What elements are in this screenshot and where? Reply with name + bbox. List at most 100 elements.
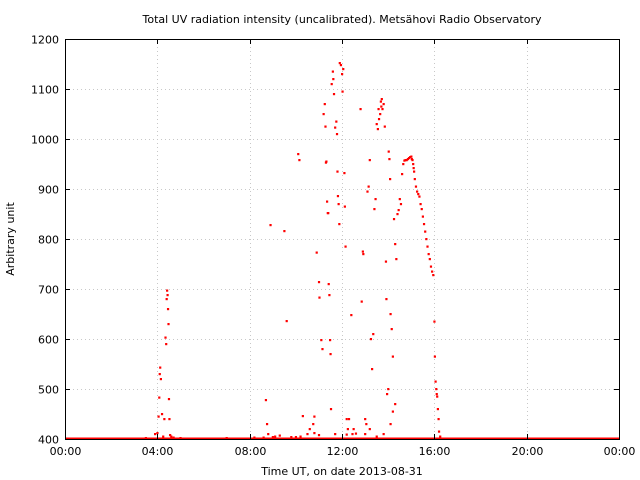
data-point (351, 433, 354, 436)
data-point (387, 388, 390, 391)
data-point (409, 156, 412, 159)
data-point (437, 430, 441, 433)
data-point (342, 68, 345, 71)
data-point (422, 223, 426, 226)
data-point (431, 270, 434, 273)
data-point (157, 415, 160, 418)
data-point (350, 314, 353, 317)
data-point (168, 418, 171, 421)
data-point (377, 108, 380, 111)
data-point (338, 223, 341, 226)
data-point (299, 435, 302, 438)
y-tick-label: 700 (38, 284, 59, 297)
data-point (402, 163, 405, 166)
data-point (373, 208, 376, 211)
data-point (362, 253, 365, 256)
y-tick-label: 800 (38, 234, 59, 247)
data-point (170, 435, 173, 438)
data-point (344, 245, 347, 248)
data-point (432, 274, 435, 277)
data-point (411, 159, 414, 162)
data-point (419, 203, 422, 206)
data-point (330, 83, 333, 86)
data-point (382, 433, 385, 436)
data-point (435, 388, 438, 391)
y-tick-label: 900 (38, 184, 59, 197)
data-point (376, 128, 379, 131)
data-point (317, 281, 321, 284)
data-point (420, 208, 423, 211)
data-point (427, 253, 430, 256)
data-point (343, 205, 346, 208)
data-point (367, 185, 370, 188)
x-axis-label: Time UT, on date 2013-08-31 (260, 465, 423, 478)
data-point (308, 428, 311, 431)
data-point (360, 300, 363, 303)
data-point (416, 190, 419, 193)
data-point (317, 434, 321, 437)
data-point (433, 355, 436, 358)
data-point (404, 159, 407, 162)
data-point (456, 437, 459, 440)
data-point (313, 432, 316, 435)
data-point (437, 418, 440, 421)
data-point (274, 435, 277, 438)
data-point (407, 157, 411, 160)
data-point (269, 224, 272, 227)
data-point (267, 433, 270, 436)
data-point (253, 436, 256, 439)
data-point (294, 436, 298, 439)
data-point (379, 113, 382, 116)
data-point (290, 436, 293, 439)
data-point (394, 243, 397, 246)
data-point (346, 428, 349, 431)
data-point (156, 432, 159, 435)
data-point (364, 418, 367, 421)
data-point (334, 433, 337, 436)
data-point (352, 428, 355, 431)
data-point (369, 338, 373, 341)
x-tick-label: 00:00 (50, 445, 82, 458)
y-axis: 400 500 600 700 800 900 1000 1100 1200 (31, 34, 619, 447)
data-point (335, 133, 339, 136)
data-point (413, 170, 416, 173)
data-point (322, 113, 325, 116)
data-point (306, 433, 309, 436)
x-tick-label: 20:00 (512, 445, 544, 458)
data-point (364, 433, 367, 436)
data-point (144, 437, 147, 440)
data-point (434, 380, 437, 383)
chart-title: Total UV radiation intensity (uncalibrat… (142, 13, 542, 26)
data-point (329, 408, 333, 411)
data-point (436, 395, 439, 398)
y-tick-label: 600 (38, 334, 59, 347)
data-point (318, 296, 321, 299)
y-axis-label: Arbitrary unit (4, 202, 17, 276)
data-point (405, 159, 408, 162)
data-point (395, 258, 398, 261)
x-tick-label: 12:00 (327, 445, 359, 458)
data-point (368, 159, 371, 162)
data-point (396, 213, 399, 216)
data-point (372, 333, 375, 336)
data-point (160, 413, 164, 416)
data-point (389, 313, 392, 316)
data-point (327, 283, 330, 286)
data-point (366, 190, 369, 193)
data-point (354, 432, 358, 435)
data-point (365, 423, 368, 426)
data-point (371, 368, 374, 371)
data-point (328, 294, 331, 297)
data-point (336, 195, 340, 198)
x-tick-label: 04:00 (142, 445, 174, 458)
data-point (169, 434, 172, 437)
data-point (264, 399, 268, 402)
data-point (389, 423, 392, 426)
data-point (397, 209, 400, 212)
x-tick-label: 16:00 (419, 445, 451, 458)
data-point (166, 308, 170, 311)
x-axis: 00:00 04:00 08:00 12:00 16:00 20:00 00:00 (50, 39, 635, 458)
data-point (412, 167, 415, 170)
data-point (265, 423, 269, 426)
data-point (327, 212, 330, 215)
